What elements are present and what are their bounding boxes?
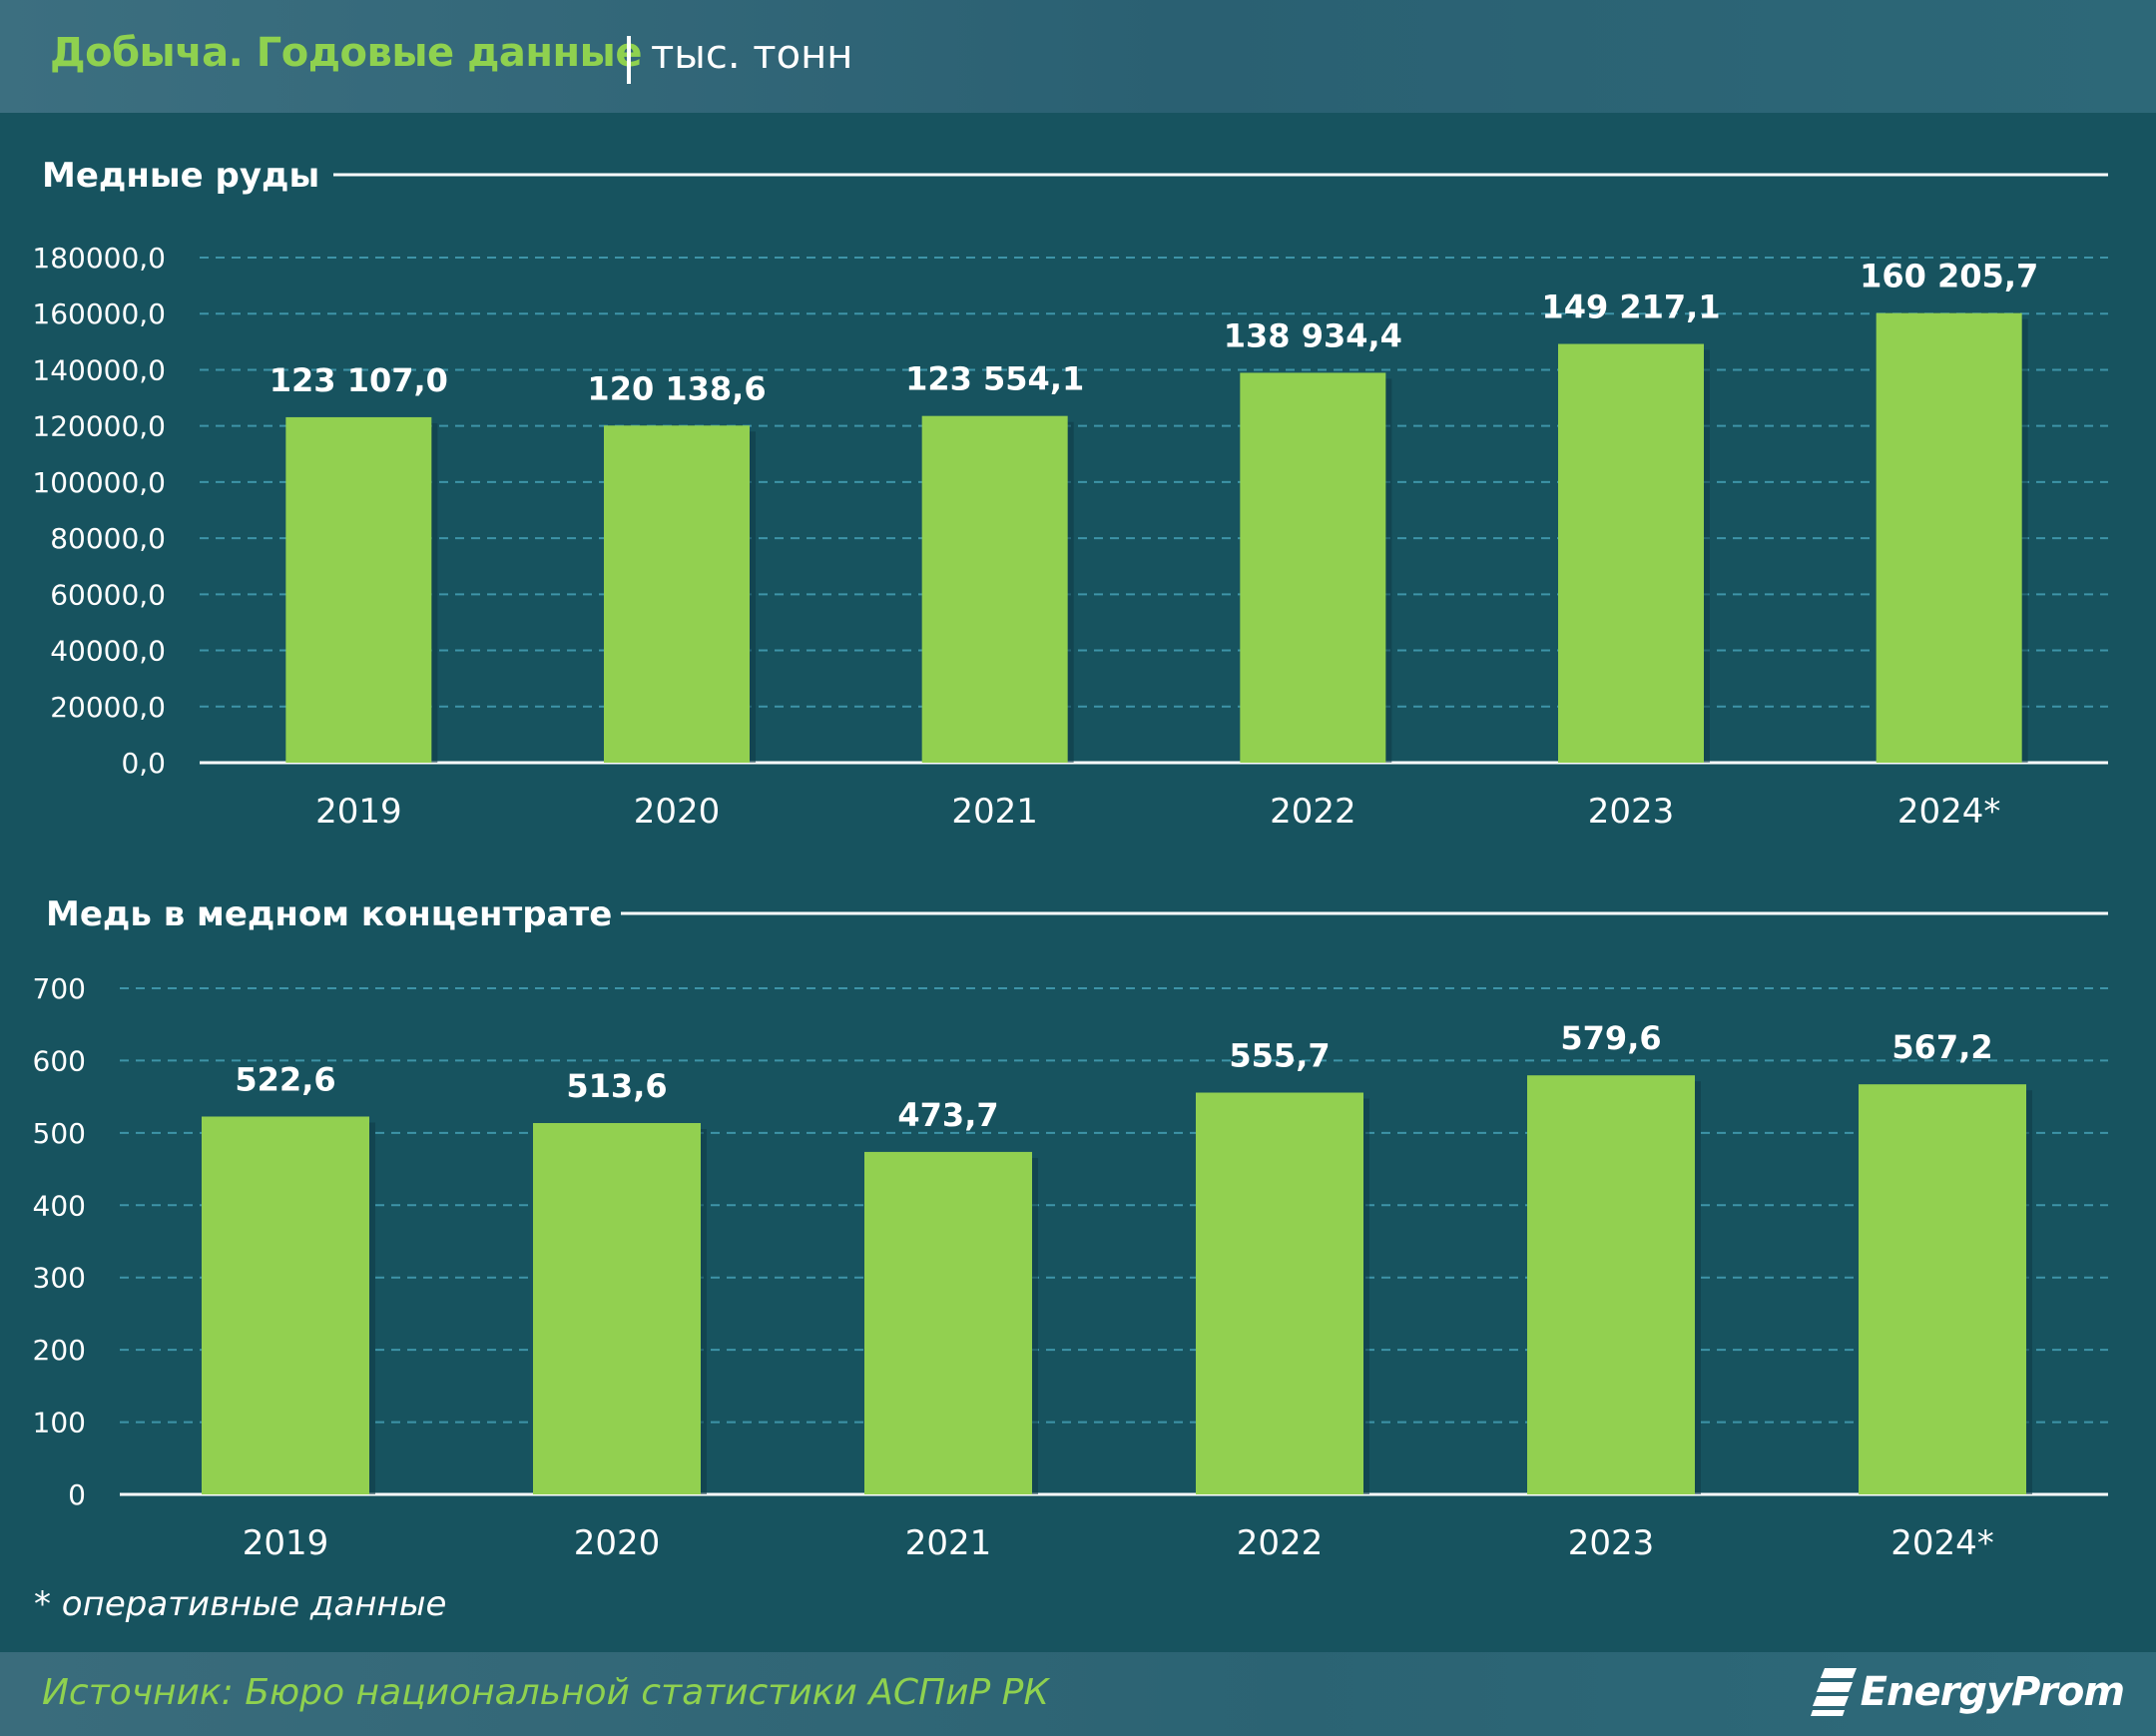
value-label: 567,2 <box>1891 1028 1992 1066</box>
x-tick-label: 2024* <box>1897 792 2001 832</box>
chart-title: Медные руды <box>42 156 319 196</box>
chart-title: Медь в медном концентрате <box>46 894 612 934</box>
value-label: 123 107,0 <box>270 361 448 399</box>
x-tick-label: 2021 <box>951 792 1038 832</box>
y-tick-label: 120000,0 <box>32 410 166 443</box>
bar <box>202 1116 369 1494</box>
bar <box>285 416 432 763</box>
y-tick-label: 60000,0 <box>50 578 166 611</box>
title-separator <box>627 36 631 84</box>
y-tick-label: 80000,0 <box>50 522 166 555</box>
bar <box>1240 372 1386 763</box>
energyprom-logo-icon <box>1810 1668 1857 1716</box>
logo-text: EnergyProm <box>1860 1669 2125 1715</box>
y-tick-label: 160000,0 <box>32 297 166 330</box>
value-label: 555,7 <box>1229 1037 1330 1075</box>
y-tick-label: 600 <box>33 1044 86 1077</box>
value-label: 138 934,4 <box>1224 316 1402 354</box>
header-bar: Добыча. Годовые данные тыс. тонн <box>0 0 2156 113</box>
x-tick-label: 2020 <box>574 1523 661 1563</box>
unit-label: тыс. тонн <box>651 32 853 78</box>
x-tick-label: 2023 <box>1568 1523 1655 1563</box>
x-tick-label: 2019 <box>315 792 402 832</box>
chart-copper-ores: Медные руды 0,0 20000,0 40000,0 60000,0 80000… <box>32 156 2108 832</box>
y-tick-label: 140000,0 <box>32 353 166 386</box>
page-title: Добыча. Годовые данные <box>50 30 642 76</box>
y-tick-label: 400 <box>33 1189 86 1222</box>
y-tick-label: 0,0 <box>121 747 166 780</box>
y-tick-label: 300 <box>33 1262 86 1295</box>
x-tick-label: 2020 <box>634 792 721 832</box>
value-label: 579,6 <box>1560 1019 1661 1057</box>
value-label: 149 217,1 <box>1541 289 1720 326</box>
bar <box>1859 1084 2026 1494</box>
y-tick-label: 200 <box>33 1334 86 1367</box>
bar <box>1558 343 1704 763</box>
value-label: 473,7 <box>897 1096 998 1134</box>
energyprom-logo: EnergyProm <box>1810 1666 2125 1718</box>
x-tick-label: 2021 <box>905 1523 992 1563</box>
source-text: Источник: Бюро национальной статистики А… <box>42 1672 1049 1713</box>
value-label: 160 205,7 <box>1860 258 2038 295</box>
y-tick-label: 40000,0 <box>50 635 166 668</box>
bar <box>604 425 750 763</box>
footnote: * оперативные данные <box>34 1584 447 1624</box>
value-label: 120 138,6 <box>587 369 766 407</box>
y-tick-label: 0 <box>68 1478 86 1511</box>
value-label: 123 554,1 <box>905 360 1084 398</box>
bar <box>533 1123 701 1494</box>
x-tick-label: 2024* <box>1890 1523 1994 1563</box>
chart-copper-concentrate: Медь в медном концентрате 0 100 200 300 400 50… <box>33 894 2108 1563</box>
bar <box>1527 1075 1695 1494</box>
x-tick-label: 2019 <box>243 1523 329 1563</box>
x-tick-label: 2023 <box>1588 792 1675 832</box>
value-label: 522,6 <box>235 1060 335 1098</box>
x-tick-label: 2022 <box>1270 792 1356 832</box>
bar <box>1876 312 2022 763</box>
y-tick-label: 700 <box>33 972 86 1005</box>
y-tick-label: 100000,0 <box>32 466 166 499</box>
y-tick-label: 500 <box>33 1117 86 1150</box>
bar <box>921 415 1068 763</box>
footer-bar: Источник: Бюро национальной статистики А… <box>0 1652 2156 1736</box>
y-tick-label: 180000,0 <box>32 242 166 275</box>
y-tick-label: 20000,0 <box>50 691 166 724</box>
y-tick-label: 100 <box>33 1407 86 1440</box>
value-label: 513,6 <box>566 1067 667 1105</box>
x-tick-label: 2022 <box>1237 1523 1324 1563</box>
bar <box>864 1151 1032 1494</box>
bar <box>1196 1092 1363 1494</box>
